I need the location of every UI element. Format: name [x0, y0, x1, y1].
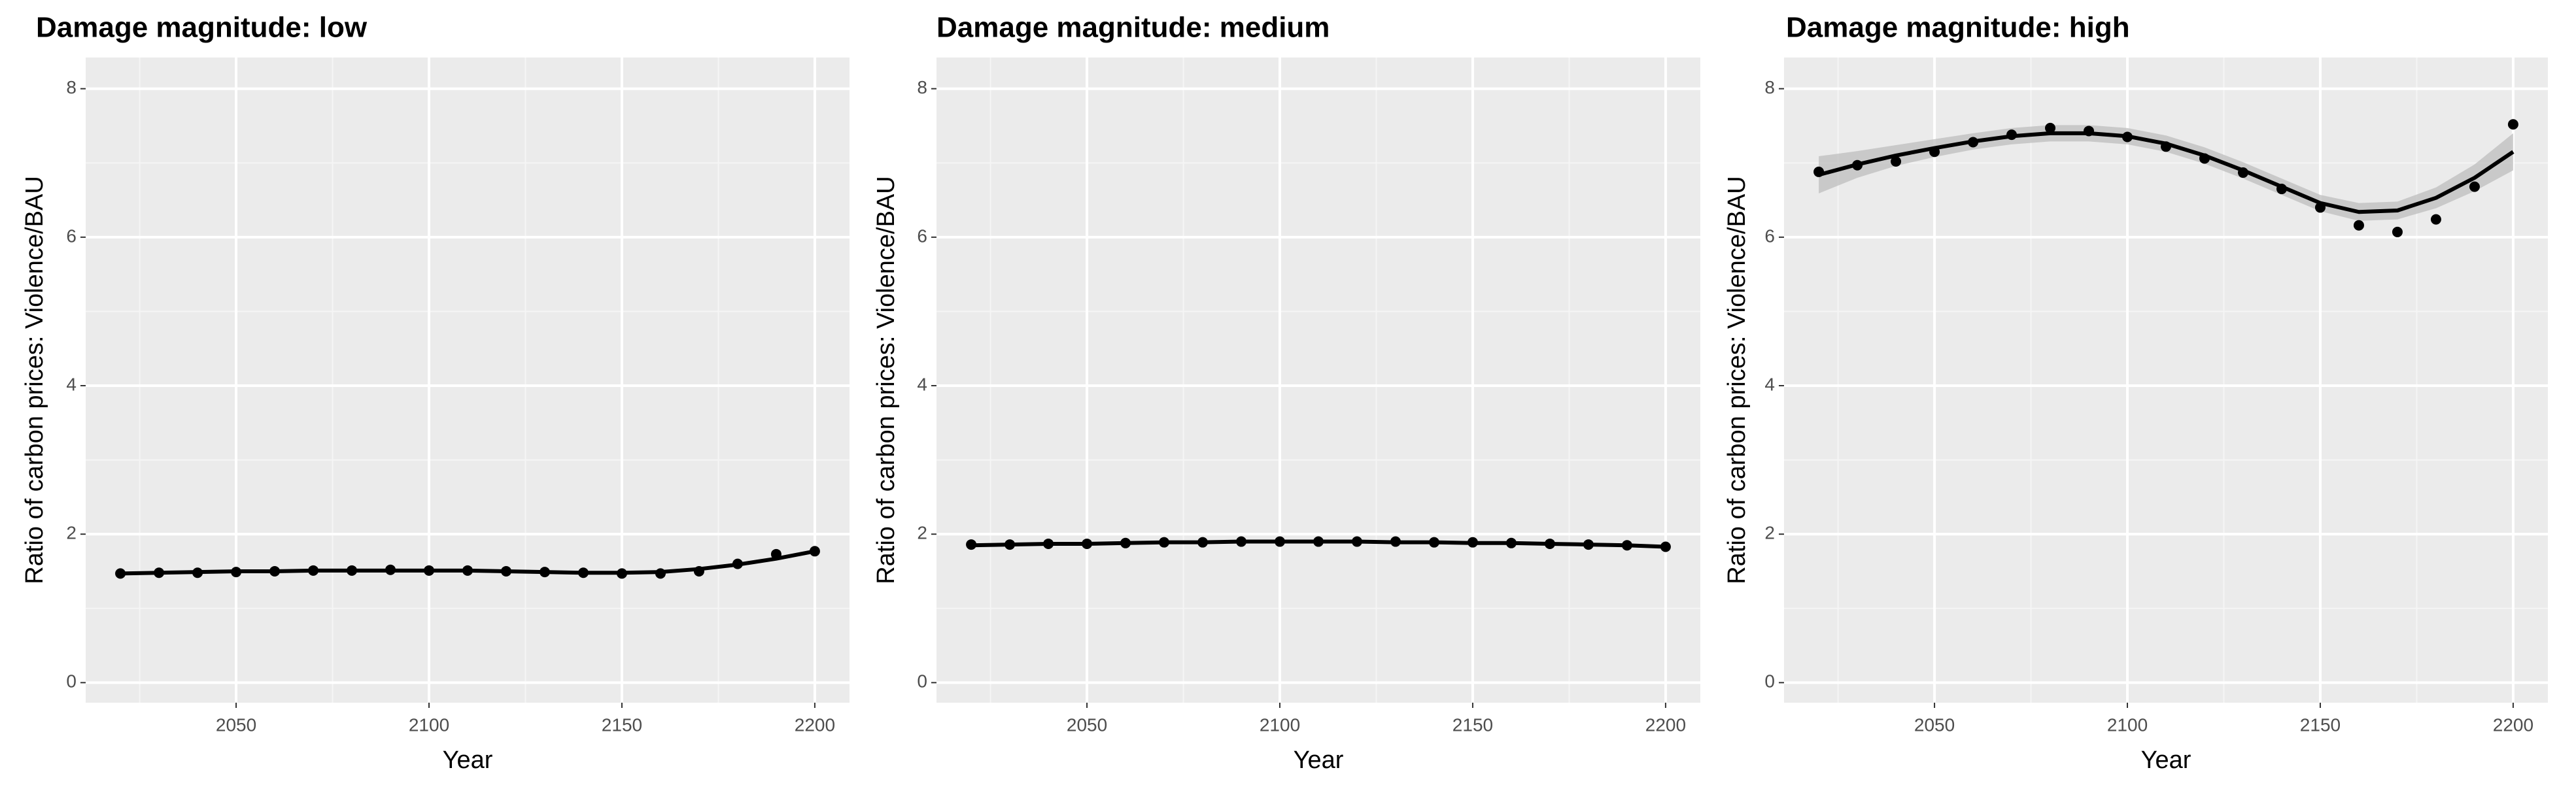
data-point	[1236, 536, 1247, 547]
y-tick-label: 2	[66, 523, 77, 543]
data-point	[1891, 156, 1902, 167]
data-point	[2507, 119, 2518, 130]
data-point	[1621, 540, 1632, 551]
data-point	[154, 567, 165, 578]
data-point	[2430, 214, 2441, 225]
data-point	[269, 565, 281, 577]
x-tick-label: 2200	[2493, 714, 2533, 735]
chart-title: Damage magnitude: low	[36, 12, 368, 44]
y-tick-label: 6	[1764, 226, 1775, 246]
x-axis-title: Year	[443, 746, 493, 774]
data-point	[2276, 184, 2287, 195]
y-tick-label: 8	[66, 77, 77, 97]
x-tick-label: 2100	[1260, 714, 1300, 735]
data-point	[1275, 536, 1286, 547]
data-point	[2084, 126, 2095, 137]
data-point	[1467, 537, 1478, 548]
y-axis-title: Ratio of carbon prices: Violence/BAU	[21, 176, 48, 584]
data-point	[2006, 129, 2018, 141]
data-point	[539, 567, 550, 578]
data-point	[500, 565, 511, 577]
data-point	[1929, 146, 1940, 158]
y-axis-title: Ratio of carbon prices: Violence/BAU	[1723, 176, 1751, 584]
data-point	[1852, 159, 1863, 171]
y-tick-label: 0	[917, 671, 927, 692]
data-point	[347, 565, 358, 576]
data-point	[1197, 537, 1209, 548]
y-tick-label: 0	[1764, 671, 1775, 692]
data-point	[616, 568, 627, 579]
data-point	[1544, 538, 1555, 549]
data-point	[770, 548, 781, 560]
data-point	[424, 565, 435, 576]
data-point	[1968, 137, 1979, 148]
data-point	[462, 565, 473, 576]
data-point	[1660, 541, 1671, 552]
data-point	[2392, 226, 2403, 237]
x-axis-title: Year	[2141, 746, 2191, 774]
y-tick-label: 4	[917, 374, 927, 394]
data-point	[1005, 539, 1016, 550]
chart-title: Damage magnitude: high	[1786, 12, 2130, 44]
plot-background	[86, 58, 850, 703]
y-tick-label: 6	[917, 226, 927, 246]
chart-title: Damage magnitude: medium	[936, 12, 1330, 44]
y-tick-label: 0	[66, 671, 77, 692]
data-point	[1351, 536, 1362, 547]
data-point	[1813, 166, 1825, 177]
data-point	[385, 564, 396, 575]
data-point	[1428, 537, 1439, 548]
y-tick-label: 8	[917, 77, 927, 97]
x-tick-label: 2150	[1452, 714, 1493, 735]
y-tick-label: 4	[66, 374, 77, 394]
data-point	[1505, 537, 1517, 548]
x-tick-label: 2100	[409, 714, 449, 735]
x-tick-label: 2050	[1914, 714, 1955, 735]
y-axis-title: Ratio of carbon prices: Violence/BAU	[872, 176, 900, 584]
x-tick-label: 2200	[795, 714, 835, 735]
x-tick-label: 2050	[1067, 714, 1107, 735]
y-tick-label: 8	[1764, 77, 1775, 97]
x-tick-label: 2050	[216, 714, 256, 735]
data-point	[192, 567, 203, 578]
x-tick-label: 2100	[2107, 714, 2148, 735]
x-tick-label: 2200	[1645, 714, 1686, 735]
data-point	[1043, 538, 1054, 549]
data-point	[1159, 537, 1170, 548]
data-point	[577, 567, 589, 578]
y-tick-label: 6	[66, 226, 77, 246]
data-point	[2353, 220, 2364, 231]
data-point	[2314, 202, 2326, 213]
data-point	[1583, 539, 1594, 550]
data-point	[115, 568, 126, 579]
data-point	[2469, 181, 2480, 192]
data-point	[1120, 537, 1131, 548]
data-point	[2122, 131, 2133, 142]
y-tick-label: 4	[1764, 374, 1775, 394]
data-point	[308, 565, 319, 576]
data-point	[732, 558, 743, 569]
data-point	[2237, 167, 2248, 178]
data-point	[1082, 538, 1093, 549]
x-axis-title: Year	[1294, 746, 1344, 774]
data-point	[1313, 536, 1324, 547]
plot-background	[1784, 58, 2548, 703]
data-point	[2045, 122, 2056, 133]
data-point	[231, 567, 242, 578]
plot-background	[936, 58, 1700, 703]
data-point	[966, 539, 977, 550]
x-tick-label: 2150	[2300, 714, 2341, 735]
data-point	[2161, 141, 2171, 152]
y-tick-label: 2	[917, 523, 927, 543]
data-point	[655, 568, 666, 579]
data-point	[809, 546, 820, 557]
x-tick-label: 2150	[602, 714, 642, 735]
data-point	[693, 565, 704, 577]
y-tick-label: 2	[1764, 523, 1775, 543]
data-point	[1390, 536, 1401, 547]
data-point	[2199, 153, 2210, 164]
